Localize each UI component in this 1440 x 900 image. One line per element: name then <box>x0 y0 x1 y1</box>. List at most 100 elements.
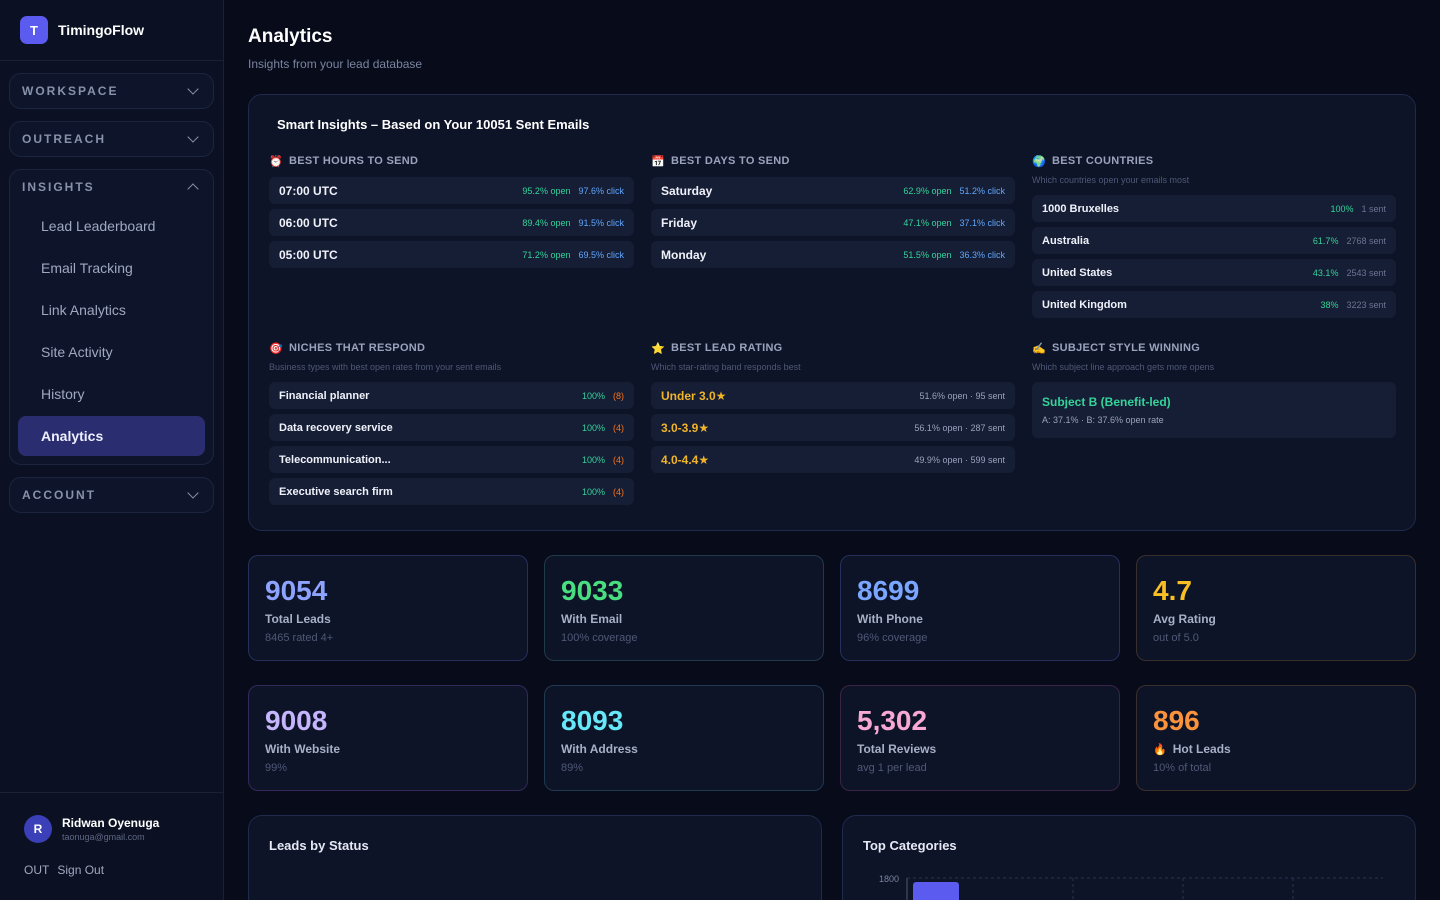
stat-value: 4.7 <box>1153 575 1192 606</box>
open-rate: 89.4% open <box>522 217 571 228</box>
nav-head-outreach[interactable]: OUTREACH <box>10 122 213 156</box>
count: (8) <box>613 390 624 401</box>
sent-count: 3223 sent <box>1346 299 1386 310</box>
stats-row: 9054 Total Leads 8465 rated 4+ 9033 With Ema… <box>248 555 1416 661</box>
stat-value: 9008 <box>265 705 328 736</box>
sidebar-item-lead-leaderboard[interactable]: Lead Leaderboard <box>41 218 156 234</box>
best-days-section: 📅 BEST DAYS TO SEND Saturday 62.9% open 51.… <box>651 154 1015 323</box>
list-item: 05:00 UTC 71.2% open 69.5% click <box>269 241 634 268</box>
user-panel: R Ridwan Oyenuga taonuga@gmail.com OUT S… <box>0 792 223 900</box>
click-rate: 69.5% click <box>578 249 624 260</box>
section-title: BEST COUNTRIES <box>1052 155 1154 167</box>
niches-section: 🎯 NICHES THAT RESPOND Business types with… <box>269 341 634 510</box>
section-title: BEST DAYS TO SEND <box>671 155 790 167</box>
row-label: United States <box>1042 266 1113 279</box>
stat-label-text: With Website <box>265 742 341 756</box>
fire-icon: 🔥 <box>1153 744 1167 756</box>
page-title: Analytics <box>248 26 333 47</box>
open-rate: 71.2% open <box>522 249 571 260</box>
rating-stats: 51.6% open · 95 sent <box>919 390 1005 401</box>
list-item: 06:00 UTC 89.4% open 91.5% click <box>269 209 634 236</box>
count: (4) <box>613 422 624 433</box>
row-label: Friday <box>661 215 698 230</box>
chevron-down-icon <box>187 131 199 143</box>
nav-head-label: WORKSPACE <box>22 84 119 98</box>
row-label: Monday <box>661 247 707 262</box>
y-tick-label: 1800 <box>879 874 899 884</box>
stat-card: 4.7 Avg Rating out of 5.0 <box>1136 555 1416 661</box>
globe-icon: 🌍 <box>1032 155 1046 168</box>
sidebar-item-email-tracking[interactable]: Email Tracking <box>41 260 133 276</box>
open-rate: 62.9% open <box>903 185 952 196</box>
sidebar: T TimingoFlow WORKSPACE OUTREACH INSIGHT… <box>0 0 224 900</box>
chevron-up-icon <box>187 183 199 195</box>
avatar[interactable]: R <box>24 815 52 843</box>
insights-title: Smart Insights – Based on Your 10051 Sen… <box>277 117 590 132</box>
nav-head-label: OUTREACH <box>22 132 106 146</box>
bar[interactable] <box>913 882 959 900</box>
panel-title: Leads by Status <box>269 838 369 853</box>
stat-label-text: With Address <box>561 742 638 756</box>
stat-label: With Website <box>265 742 511 756</box>
brand-name: TimingoFlow <box>58 22 145 38</box>
stat-label-text: Hot Leads <box>1172 742 1231 756</box>
row-label: Data recovery service <box>279 421 393 434</box>
sidebar-item-analytics[interactable]: Analytics <box>18 416 205 456</box>
list-item: 07:00 UTC 95.2% open 97.6% click <box>269 177 634 204</box>
calendar-icon: 📅 <box>651 155 665 168</box>
nav-head-insights[interactable]: INSIGHTS <box>10 170 213 204</box>
sidebar-item-history[interactable]: History <box>41 386 85 402</box>
click-rate: 51.2% click <box>959 185 1005 196</box>
stat-label: Total Reviews <box>857 742 1103 756</box>
sidebar-item-link-analytics[interactable]: Link Analytics <box>41 302 126 318</box>
sign-out-icon: OUT <box>24 863 50 877</box>
stat-label-text: Total Reviews <box>857 742 937 756</box>
open-rate: 100% <box>1330 203 1354 214</box>
open-rate: 100% <box>581 390 605 401</box>
brand-logo: T <box>20 16 48 44</box>
subject-meta: A: 37.1% · B: 37.6% open rate <box>1042 415 1164 425</box>
sent-count: 2768 sent <box>1346 235 1386 246</box>
open-rate: 51.5% open <box>903 249 952 260</box>
section-desc: Which subject line approach gets more op… <box>1032 362 1215 372</box>
section-desc: Business types with best open rates from… <box>269 362 502 372</box>
nav-head-account[interactable]: ACCOUNT <box>10 478 213 512</box>
panel-title: Top Categories <box>863 838 957 853</box>
stat-label: Total Leads <box>265 612 511 626</box>
brand[interactable]: T TimingoFlow <box>0 0 223 61</box>
lead-rating-section: ⭐ BEST LEAD RATING Which star-rating band… <box>651 341 1015 510</box>
nav-group-account: ACCOUNT <box>9 477 214 513</box>
stat-card: 9054 Total Leads 8465 rated 4+ <box>248 555 528 661</box>
top-categories-chart: 1800 <box>879 874 1383 900</box>
best-hours-section: ⏰ BEST HOURS TO SEND 07:00 UTC 95.2% open 9… <box>269 154 634 323</box>
user-email: taonuga@gmail.com <box>62 832 145 842</box>
row-label: Executive search firm <box>279 485 393 498</box>
stat-card: 9008 With Website 99% <box>248 685 528 791</box>
stat-sub: 10% of total <box>1153 762 1212 774</box>
stat-label: With Email <box>561 612 807 626</box>
nav-head-workspace[interactable]: WORKSPACE <box>10 74 213 108</box>
stat-label: With Phone <box>857 612 1103 626</box>
stat-sub: 99% <box>265 762 288 774</box>
section-desc: Which star-rating band responds best <box>651 362 801 372</box>
row-label: Under 3.0★ <box>661 388 727 403</box>
list-item: 1000 Bruxelles 100% 1 sent <box>1032 195 1396 222</box>
sidebar-item-site-activity[interactable]: Site Activity <box>41 344 113 360</box>
stat-value: 5,302 <box>857 705 928 736</box>
stat-card: 8093 With Address 89% <box>544 685 824 791</box>
sign-out-button[interactable]: OUT Sign Out <box>24 863 199 877</box>
stat-label-text: With Phone <box>857 612 923 626</box>
list-item: Under 3.0★ 51.6% open · 95 sent <box>651 382 1015 409</box>
open-rate: 47.1% open <box>903 217 952 228</box>
list-item: Data recovery service 100% (4) <box>269 414 634 441</box>
list-item: United Kingdom 38% 3223 sent <box>1032 291 1396 318</box>
nav-group-workspace: WORKSPACE <box>9 73 214 109</box>
top-categories-panel: Top Categories 1800 <box>842 815 1416 900</box>
stat-sub: out of 5.0 <box>1153 632 1199 644</box>
row-label: Financial planner <box>279 389 370 402</box>
stat-label: With Address <box>561 742 807 756</box>
subject-winner: Subject B (Benefit-led) <box>1042 395 1171 409</box>
list-item: Executive search firm 100% (4) <box>269 478 634 505</box>
row-label: Telecommunication... <box>279 453 391 466</box>
click-rate: 97.6% click <box>578 185 624 196</box>
